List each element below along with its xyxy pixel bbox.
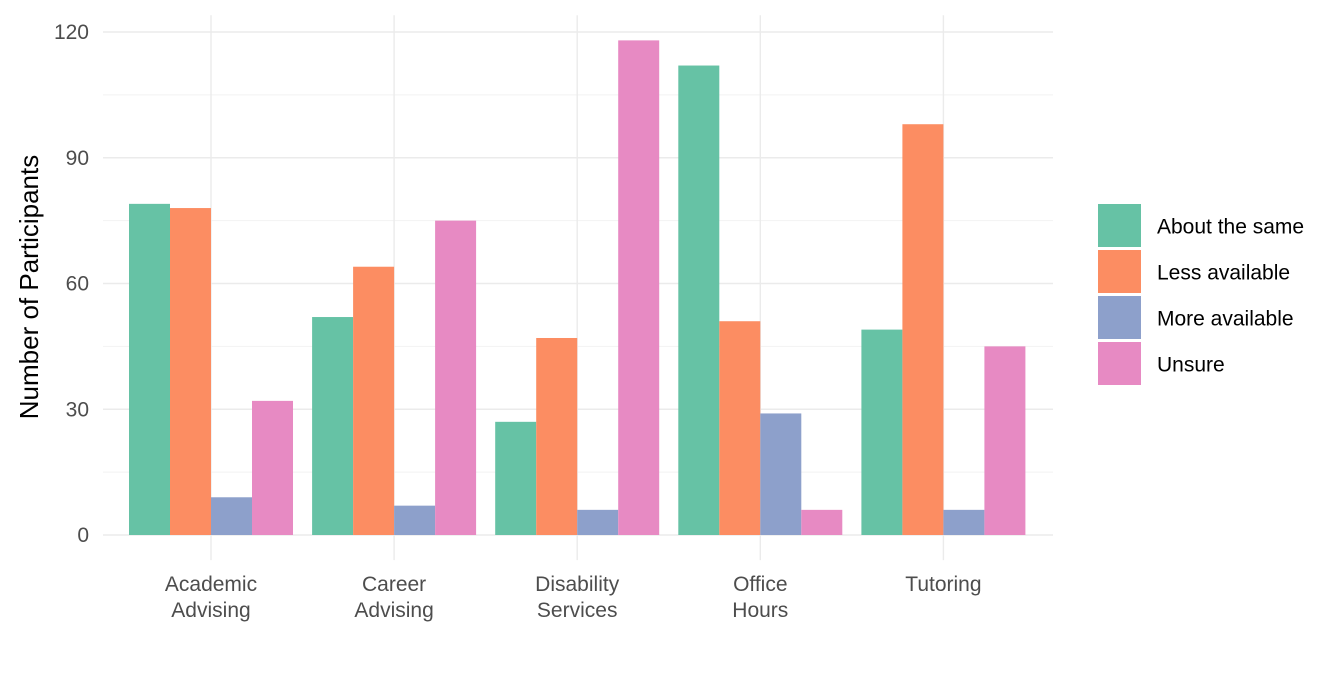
bar xyxy=(719,321,761,535)
bar xyxy=(211,497,252,535)
bar xyxy=(495,421,537,535)
legend-key xyxy=(1098,250,1141,293)
bar xyxy=(394,505,436,535)
bar xyxy=(536,337,578,535)
legend-key xyxy=(1098,296,1141,339)
legend: About the same Less available More availab… xyxy=(1098,204,1304,385)
bar xyxy=(129,203,170,535)
bar xyxy=(435,220,477,535)
bar xyxy=(170,208,211,536)
bar xyxy=(577,509,619,535)
legend-label: About the same xyxy=(1157,216,1304,239)
bar xyxy=(353,266,395,535)
y-tick-label: 90 xyxy=(66,147,89,170)
bar xyxy=(984,346,1026,535)
bar xyxy=(861,329,903,535)
bar xyxy=(801,509,843,535)
y-tick-label: 0 xyxy=(77,524,89,547)
bars xyxy=(129,40,1026,536)
y-axis-title: Number of Participants xyxy=(14,155,44,419)
bar xyxy=(252,400,293,535)
legend-label: More available xyxy=(1157,308,1294,331)
x-tick-label: Academic Advising xyxy=(165,573,257,622)
legend-key xyxy=(1098,342,1141,385)
y-axis: 0 30 60 90 120 xyxy=(54,21,89,547)
x-tick-label: Career Advising xyxy=(354,573,433,622)
x-tick-label: Office Hours xyxy=(732,573,788,622)
legend-label: Unsure xyxy=(1157,354,1225,377)
x-axis: Academic Advising Career Advising Disability… xyxy=(165,573,982,622)
bar xyxy=(312,317,354,535)
bar xyxy=(618,40,660,536)
legend-label: Less available xyxy=(1157,262,1290,285)
bar xyxy=(760,413,802,535)
bar xyxy=(678,65,720,536)
y-tick-label: 30 xyxy=(66,398,89,421)
x-tick-label: Tutoring xyxy=(905,573,981,596)
y-tick-label: 120 xyxy=(54,21,89,44)
bar xyxy=(943,509,985,535)
y-tick-label: 60 xyxy=(66,273,89,296)
bar xyxy=(902,124,944,535)
x-tick-label: Disability Services xyxy=(535,573,620,622)
legend-key xyxy=(1098,204,1141,247)
